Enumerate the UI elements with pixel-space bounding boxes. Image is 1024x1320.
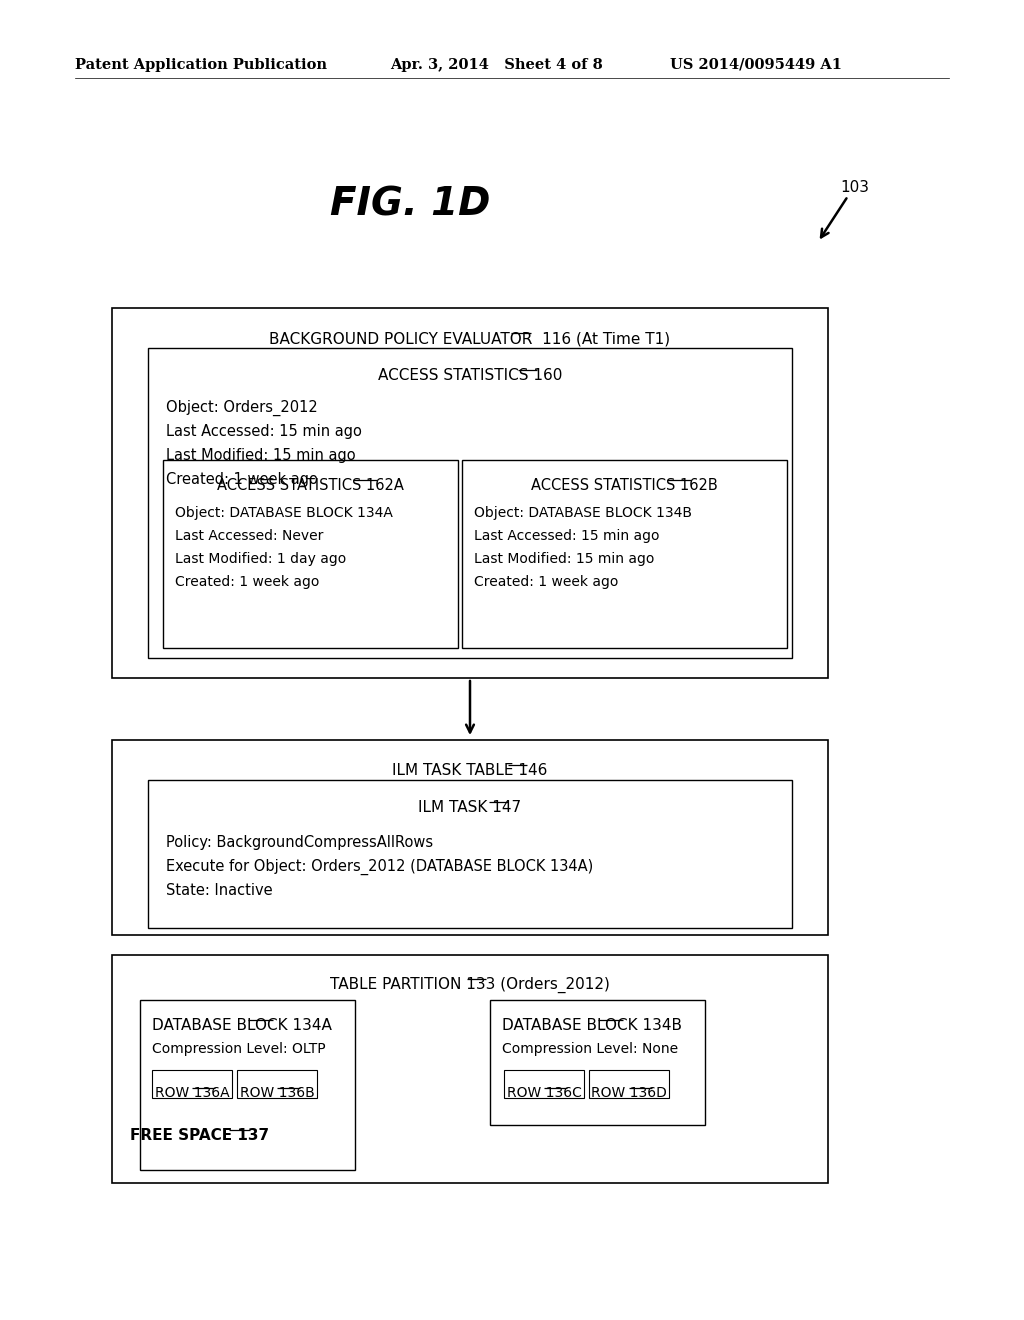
Text: US 2014/0095449 A1: US 2014/0095449 A1 [670, 58, 842, 73]
Text: ILM TASK TABLE 146: ILM TASK TABLE 146 [392, 763, 548, 777]
Text: Created: 1 week ago: Created: 1 week ago [166, 473, 317, 487]
Text: Object: Orders_2012: Object: Orders_2012 [166, 400, 317, 416]
Text: FIG. 1D: FIG. 1D [330, 185, 490, 223]
Text: Patent Application Publication: Patent Application Publication [75, 58, 327, 73]
Bar [112, 308, 828, 678]
Text: Compression Level: OLTP: Compression Level: OLTP [152, 1041, 326, 1056]
Text: 103: 103 [840, 180, 869, 195]
Bar [589, 1071, 669, 1098]
Text: Created: 1 week ago: Created: 1 week ago [474, 576, 618, 589]
Text: ROW 136D: ROW 136D [591, 1086, 667, 1100]
Text: Object: DATABASE BLOCK 134B: Object: DATABASE BLOCK 134B [474, 506, 692, 520]
Bar [504, 1071, 584, 1098]
Bar [112, 954, 828, 1183]
Text: DATABASE BLOCK 134B: DATABASE BLOCK 134B [502, 1018, 682, 1034]
Text: Last Modified: 1 day ago: Last Modified: 1 day ago [175, 552, 346, 566]
Text: ACCESS STATISTICS 160: ACCESS STATISTICS 160 [378, 368, 562, 383]
Text: Last Accessed: 15 min ago: Last Accessed: 15 min ago [474, 529, 659, 543]
Bar [140, 1001, 355, 1170]
Text: Execute for Object: Orders_2012 (DATABASE BLOCK 134A): Execute for Object: Orders_2012 (DATABAS… [166, 859, 593, 875]
Bar [148, 780, 792, 928]
Text: Object: DATABASE BLOCK 134A: Object: DATABASE BLOCK 134A [175, 506, 393, 520]
Text: Policy: BackgroundCompressAllRows: Policy: BackgroundCompressAllRows [166, 836, 433, 850]
Bar [112, 741, 828, 935]
Bar [237, 1071, 317, 1098]
Bar [152, 1071, 232, 1098]
Text: Apr. 3, 2014   Sheet 4 of 8: Apr. 3, 2014 Sheet 4 of 8 [390, 58, 603, 73]
Text: Last Accessed: 15 min ago: Last Accessed: 15 min ago [166, 424, 361, 440]
Text: FREE SPACE 137: FREE SPACE 137 [130, 1129, 269, 1143]
Text: ROW 136A: ROW 136A [155, 1086, 229, 1100]
Bar [163, 459, 458, 648]
Bar [462, 459, 787, 648]
Text: Compression Level: None: Compression Level: None [502, 1041, 678, 1056]
Text: ACCESS STATISTICS 162A: ACCESS STATISTICS 162A [217, 478, 403, 492]
Text: Last Modified: 15 min ago: Last Modified: 15 min ago [166, 447, 355, 463]
Text: TABLE PARTITION 133 (Orders_2012): TABLE PARTITION 133 (Orders_2012) [330, 977, 610, 993]
Text: Last Modified: 15 min ago: Last Modified: 15 min ago [474, 552, 654, 566]
Bar [490, 1001, 705, 1125]
Text: ROW 136C: ROW 136C [507, 1086, 582, 1100]
Text: DATABASE BLOCK 134A: DATABASE BLOCK 134A [152, 1018, 332, 1034]
Text: ACCESS STATISTICS 162B: ACCESS STATISTICS 162B [531, 478, 718, 492]
Text: ROW 136B: ROW 136B [240, 1086, 314, 1100]
Text: Created: 1 week ago: Created: 1 week ago [175, 576, 319, 589]
Text: ILM TASK 147: ILM TASK 147 [419, 800, 521, 814]
Text: BACKGROUND POLICY EVALUATOR  116 (At Time T1): BACKGROUND POLICY EVALUATOR 116 (At Time… [269, 331, 671, 346]
Text: State: Inactive: State: Inactive [166, 883, 272, 898]
Bar [148, 348, 792, 657]
Text: Last Accessed: Never: Last Accessed: Never [175, 529, 324, 543]
